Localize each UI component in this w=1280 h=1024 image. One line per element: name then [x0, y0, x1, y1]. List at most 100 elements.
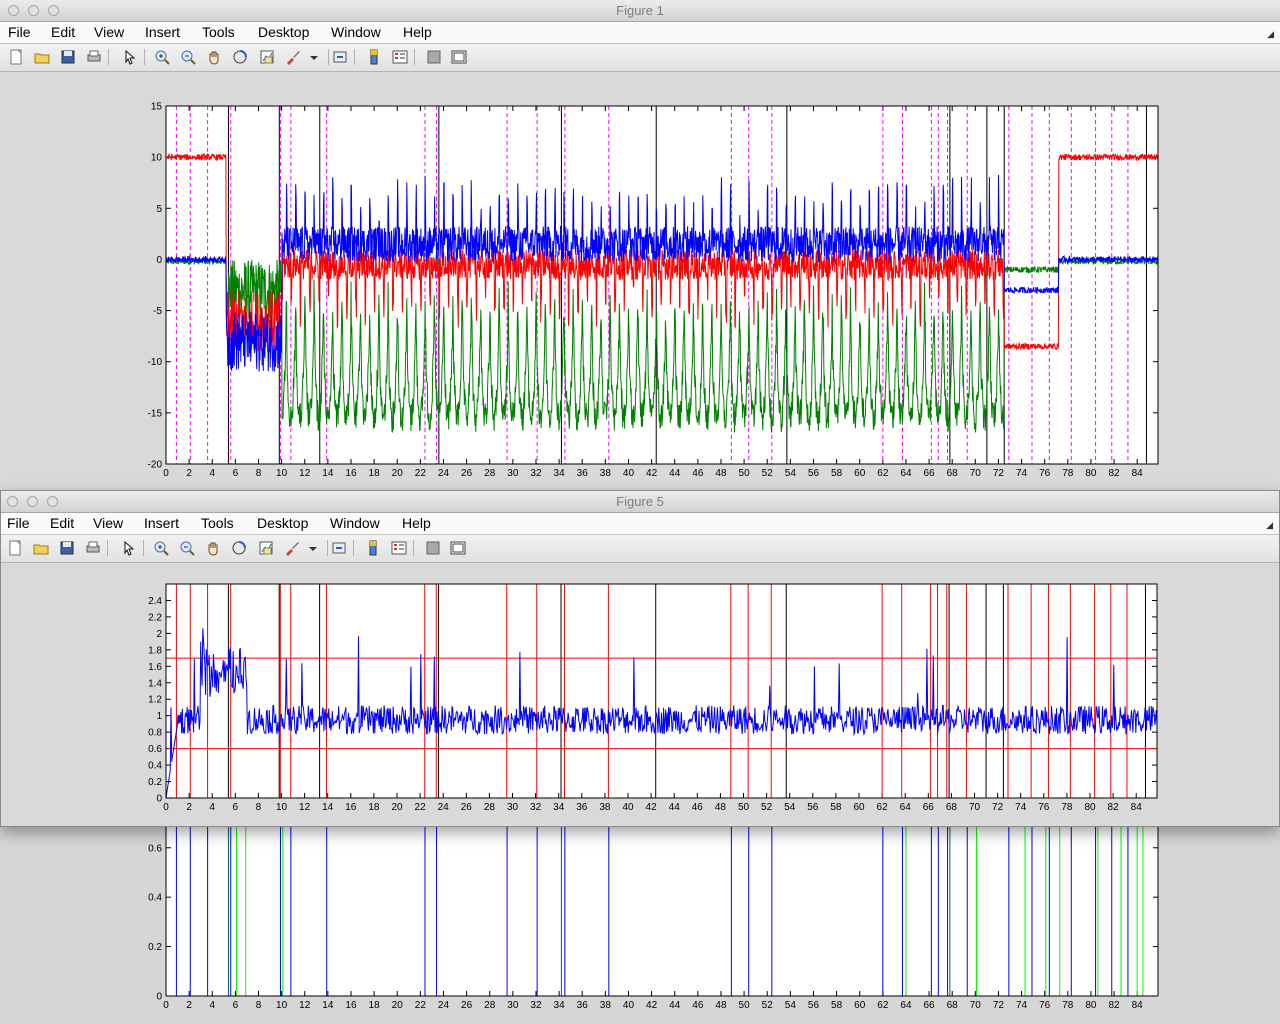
rotate-3d-icon[interactable]: [232, 49, 248, 65]
x-tick-label: 74: [1016, 468, 1028, 479]
legend-icon[interactable]: [392, 49, 415, 65]
menu-insert[interactable]: Insert: [144, 515, 180, 531]
menu-view[interactable]: View: [93, 515, 124, 531]
link-plot-icon[interactable]: [332, 49, 355, 65]
y-tick-label: 0: [156, 992, 162, 1003]
x-tick-label: 46: [692, 468, 704, 479]
show-plot-tools-icon[interactable]: [451, 49, 467, 65]
hide-plot-tools-icon[interactable]: [425, 540, 441, 556]
title-bar[interactable]: Figure 5: [1, 491, 1279, 513]
data-cursor-icon[interactable]: [258, 540, 274, 556]
x-tick-label: 56: [808, 1000, 820, 1011]
zoom-out-icon[interactable]: [179, 540, 195, 556]
colorbar-icon[interactable]: [365, 540, 381, 556]
title-bar[interactable]: Figure 1: [0, 0, 1280, 22]
x-tick-label: 50: [738, 802, 750, 813]
x-tick-label: 34: [554, 468, 566, 479]
x-tick-label: 64: [900, 802, 912, 813]
save-icon[interactable]: [59, 540, 75, 556]
menu-edit[interactable]: Edit: [50, 515, 75, 531]
x-tick-label: 62: [877, 802, 889, 813]
zoom-window-button[interactable]: [47, 496, 58, 507]
menu-help[interactable]: Help: [403, 24, 432, 40]
x-tick-label: 18: [369, 468, 381, 479]
x-tick-label: 60: [853, 802, 865, 813]
menu-grip-icon[interactable]: ◢: [1266, 520, 1273, 530]
menu-insert[interactable]: Insert: [145, 24, 181, 40]
save-icon[interactable]: [60, 49, 76, 65]
x-tick-label: 66: [924, 1000, 936, 1011]
menu-desktop[interactable]: Desktop: [258, 24, 310, 40]
pointer-icon[interactable]: [122, 49, 145, 65]
menu-window[interactable]: Window: [330, 515, 380, 531]
zoom-out-icon[interactable]: [180, 49, 196, 65]
figure-toolbar: [1, 535, 1279, 563]
hide-plot-tools-icon[interactable]: [426, 49, 442, 65]
brush-icon[interactable]: [285, 49, 301, 65]
x-tick-label: 20: [392, 1000, 404, 1011]
x-tick-label: 82: [1109, 468, 1121, 479]
menu-grip-icon[interactable]: ◢: [1267, 29, 1274, 39]
close-window-button[interactable]: [7, 496, 18, 507]
x-tick-label: 6: [233, 802, 239, 813]
show-plot-tools-icon[interactable]: [450, 540, 466, 556]
x-tick-label: 4: [209, 1000, 215, 1011]
menu-file[interactable]: File: [7, 515, 30, 531]
x-tick-label: 78: [1062, 468, 1074, 479]
x-tick-label: 28: [484, 468, 496, 479]
brush-dropdown-icon[interactable]: [306, 49, 329, 65]
pointer-icon[interactable]: [121, 540, 144, 556]
pan-hand-icon[interactable]: [205, 540, 221, 556]
x-tick-label: 22: [415, 1000, 427, 1011]
menu-tools[interactable]: Tools: [201, 515, 234, 531]
minimize-window-button[interactable]: [28, 5, 39, 16]
x-tick-label: 20: [392, 468, 404, 479]
menu-desktop[interactable]: Desktop: [257, 515, 309, 531]
x-tick-label: 0: [163, 802, 169, 813]
new-figure-icon[interactable]: [7, 540, 23, 556]
figure-back-plot: 0 2 4 6 8 10 12 14 16 18 20 22 24 26 28 30 32 34 36 38 40 42 4…: [148, 826, 1159, 1011]
x-tick-label: 0: [163, 1000, 169, 1011]
open-file-icon[interactable]: [34, 49, 50, 65]
menu-bar: File Edit View Insert Tools Desktop Wind…: [0, 22, 1280, 44]
x-tick-label: 2: [186, 802, 192, 813]
link-plot-icon[interactable]: [331, 540, 354, 556]
y-tick-label: 2.4: [148, 596, 162, 607]
x-tick-label: 8: [256, 468, 262, 479]
figure-5-plot: 0 2 4 6 8 10 12 14 16 18 20 22 24 26 28 30 32 34 36 38 40 42 4…: [148, 583, 1158, 813]
menu-file[interactable]: File: [8, 24, 31, 40]
zoom-in-icon[interactable]: [153, 540, 169, 556]
axes-frame: [165, 105, 1159, 465]
x-tick-label: 32: [530, 468, 542, 479]
print-icon[interactable]: [86, 49, 109, 65]
colorbar-icon[interactable]: [366, 49, 382, 65]
x-tick-label: 10: [276, 468, 288, 479]
minimize-window-button[interactable]: [27, 496, 38, 507]
x-tick-label: 22: [415, 802, 427, 813]
y-tick-label: 0.6: [148, 843, 162, 854]
y-tick-label: 1.2: [148, 695, 162, 706]
x-tick-label: 4: [209, 802, 215, 813]
close-window-button[interactable]: [8, 5, 19, 16]
axes-background[interactable]: [166, 826, 1158, 996]
open-file-icon[interactable]: [33, 540, 49, 556]
menu-edit[interactable]: Edit: [51, 24, 76, 40]
print-icon[interactable]: [85, 540, 108, 556]
axes-background[interactable]: [166, 584, 1157, 798]
x-tick-label: 58: [831, 1000, 843, 1011]
menu-help[interactable]: Help: [402, 515, 431, 531]
data-cursor-icon[interactable]: [259, 49, 275, 65]
zoom-in-icon[interactable]: [154, 49, 170, 65]
menu-tools[interactable]: Tools: [202, 24, 235, 40]
x-tick-label: 64: [900, 468, 912, 479]
pan-hand-icon[interactable]: [206, 49, 222, 65]
menu-window[interactable]: Window: [331, 24, 381, 40]
rotate-3d-icon[interactable]: [231, 540, 247, 556]
zoom-window-button[interactable]: [48, 5, 59, 16]
brush-dropdown-icon[interactable]: [305, 540, 328, 556]
brush-icon[interactable]: [284, 540, 300, 556]
legend-icon[interactable]: [391, 540, 414, 556]
y-tick-label: 0: [156, 255, 162, 266]
new-figure-icon[interactable]: [8, 49, 24, 65]
menu-view[interactable]: View: [94, 24, 125, 40]
